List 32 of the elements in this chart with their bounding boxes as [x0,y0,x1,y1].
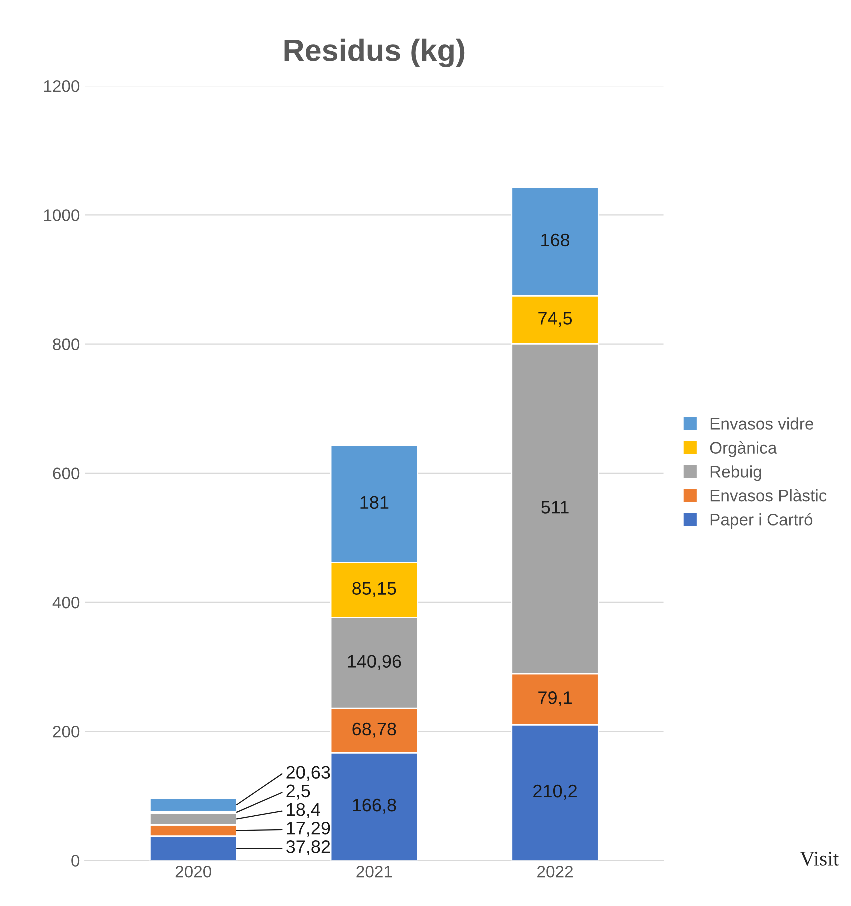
data-label: 74,5 [538,312,572,328]
y-tick-label: 600 [53,468,80,480]
text: Visit [800,852,840,866]
y-tick-label: 1200 [44,80,80,92]
data-label: 20,63 [286,766,330,782]
data-label: 17,29 [287,822,330,837]
x-tick-label: 2022 [538,866,573,878]
data-label: 168 [542,234,570,247]
y-tick-label: 400 [52,596,80,609]
y-tick-label: 200 [53,726,80,738]
x-tick-label: 2020 [176,866,212,878]
data-label: 511 [542,501,569,514]
data-label: 166,8 [353,798,396,814]
data-label: 37,82 [286,840,330,856]
legend-label: Envasos vidre [710,418,814,430]
data-label: 140,96 [348,655,402,670]
y-tick-label: 800 [53,338,80,350]
data-label: 85,15 [352,582,396,598]
legend-label: Orgànica [710,442,778,458]
legend-label: Envasos Plàstic [710,489,827,502]
data-label: 18,4 [287,803,320,818]
x-tick-label: 2021 [356,866,392,878]
y-tick-label: 1000 [44,210,80,222]
data-label: 2,5 [286,784,310,800]
data-label: 79,1 [538,692,572,706]
chart-title: Residus (kg) [284,38,465,68]
legend-label: Paper i Cartró [710,513,813,530]
data-label: 181 [360,496,389,510]
data-label: 68,78 [352,722,396,738]
y-tick-label: 0 [72,855,80,867]
legend-label: Rebuig [710,466,762,482]
data-label: 210,2 [534,784,577,800]
